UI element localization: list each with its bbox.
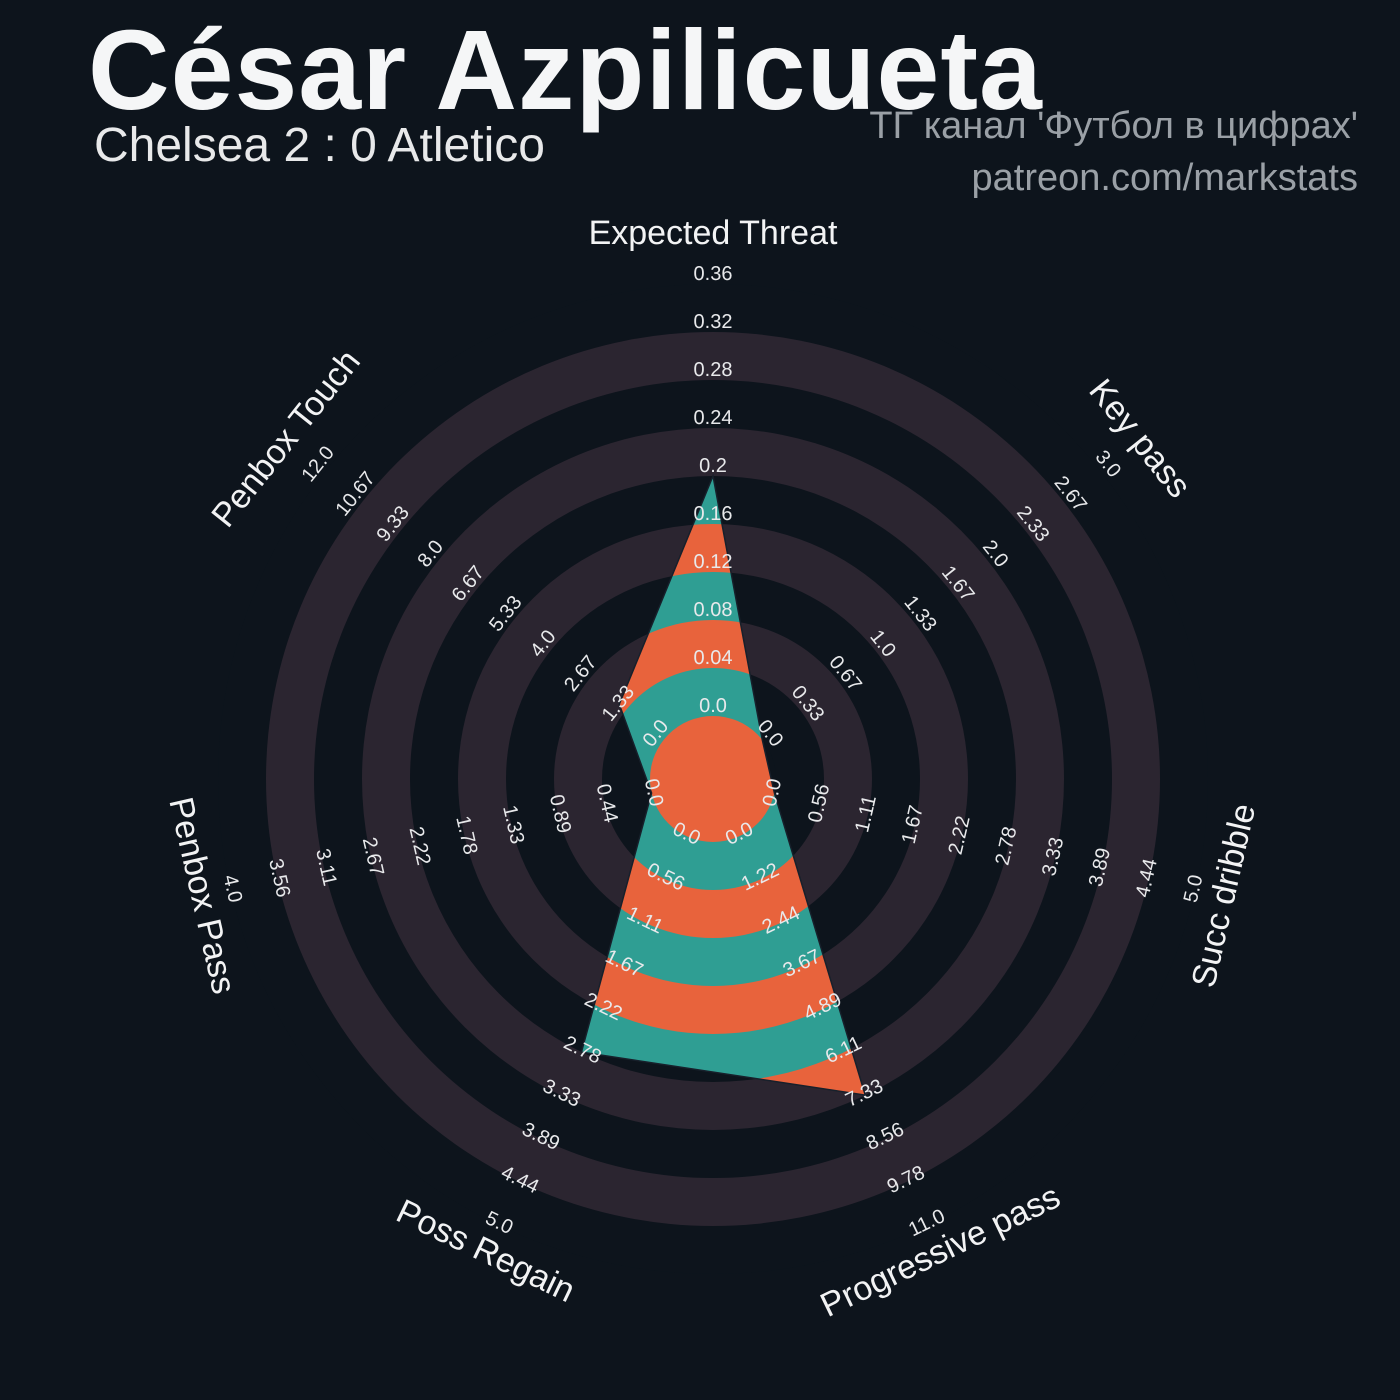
- svg-text:0.0: 0.0: [699, 695, 727, 717]
- svg-text:0.2: 0.2: [699, 455, 727, 477]
- svg-text:0.12: 0.12: [694, 551, 733, 573]
- svg-text:0.32: 0.32: [694, 311, 733, 333]
- svg-text:0.36: 0.36: [694, 263, 733, 285]
- svg-text:0.28: 0.28: [694, 359, 733, 381]
- svg-text:0.16: 0.16: [694, 503, 733, 525]
- svg-text:Expected Threat: Expected Threat: [589, 214, 838, 252]
- svg-text:0.24: 0.24: [694, 407, 733, 429]
- svg-text:0.08: 0.08: [694, 599, 733, 621]
- svg-text:0.04: 0.04: [694, 647, 733, 669]
